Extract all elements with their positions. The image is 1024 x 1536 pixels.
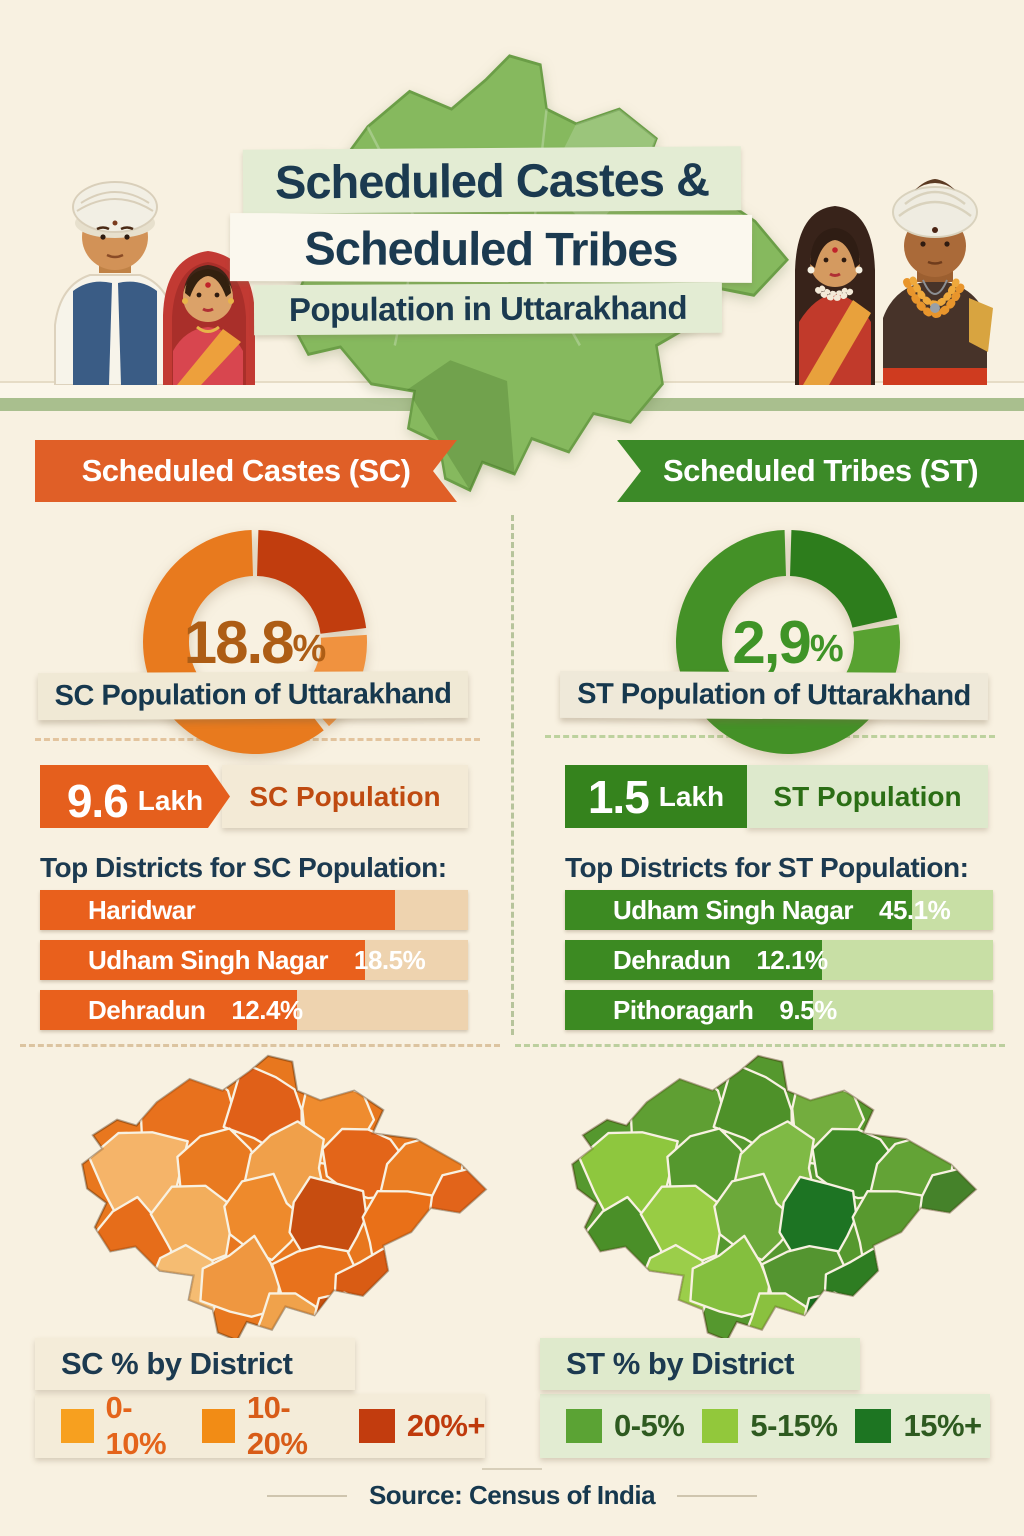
- sc-legend-item-2: 20%+: [358, 1408, 486, 1444]
- sc-couple-illustration: [54, 181, 255, 385]
- sc-section-ribbon: Scheduled Castes (SC): [35, 440, 457, 502]
- source-left-line: [266, 1494, 347, 1497]
- column-divider: [511, 515, 514, 1035]
- sc-top-districts-heading: Top Districts for SC Population:: [40, 852, 447, 883]
- st-map-divider: [515, 1044, 1005, 1047]
- st-couple-illustration: [795, 179, 993, 385]
- st-legend-item-0: 0-5%: [566, 1408, 685, 1444]
- sc-legend-swatch-1: [202, 1409, 235, 1443]
- sc-legend-title: SC % by District: [35, 1338, 355, 1390]
- sc-bar-dehradun: Dehradun 12.4%: [40, 990, 468, 1030]
- sc-donut-center-value: 18.8 %: [183, 608, 327, 676]
- st-district-choropleth-map: [570, 1054, 978, 1342]
- st-donut-center-value: 2,9 %: [732, 608, 844, 676]
- sc-population-badge: 9.6 Lakh: [40, 765, 230, 828]
- sc-legend-item-0: 0-10%: [61, 1390, 184, 1462]
- source-right-line: [677, 1494, 758, 1497]
- title-line-2: Scheduled Tribes: [229, 213, 753, 283]
- title-line-1: Scheduled Castes &: [242, 146, 742, 214]
- st-population-badge-label: ST Population: [747, 765, 988, 828]
- st-man: [883, 179, 993, 385]
- st-bar-dehradun: Dehradun 12.1%: [565, 940, 993, 980]
- st-woman: [795, 206, 875, 385]
- st-section-ribbon: Scheduled Tribes (ST): [617, 440, 1024, 502]
- sc-man: [54, 181, 176, 385]
- st-legend-title: ST % by District: [540, 1338, 860, 1390]
- st-bar-pithoragarh: Pithoragarh 9.5%: [565, 990, 993, 1030]
- st-legend-swatch-2: [855, 1409, 892, 1443]
- sc-legend-swatch-0: [61, 1409, 94, 1443]
- source-text: Source: Census of India: [368, 1480, 656, 1510]
- sc-bar-udham-singh-nagar: Udham Singh Nagar 18.5%: [40, 940, 468, 980]
- st-legend-item-2: 15%+: [855, 1408, 982, 1444]
- title-line-3: Population in Uttarakhand: [253, 282, 723, 336]
- st-legend: 0-5% 5-15% 15%+: [540, 1394, 990, 1458]
- st-population-badge: 1.5 Lakh: [565, 765, 747, 828]
- sc-population-badge-label: SC Population: [222, 765, 468, 828]
- source-row: Source: Census of India: [0, 1480, 1024, 1511]
- st-legend-item-1: 5-15%: [702, 1408, 838, 1444]
- sc-woman: [163, 251, 255, 385]
- sc-legend-item-1: 10-20%: [202, 1390, 341, 1462]
- sc-district-choropleth-map: [80, 1054, 488, 1342]
- st-bar-udham-singh-nagar: Udham Singh Nagar 45.1%: [565, 890, 993, 930]
- sc-legend-swatch-2: [358, 1409, 395, 1443]
- sc-donut-chart: 18.8 %: [125, 512, 385, 772]
- source-tick-line: [482, 1468, 542, 1470]
- st-donut-chart: 2,9 %: [658, 512, 918, 772]
- st-top-districts-heading: Top Districts for ST Population:: [565, 852, 969, 883]
- st-legend-swatch-1: [702, 1409, 739, 1443]
- sc-legend: 0-10% 10-20% 20%+: [35, 1390, 486, 1461]
- st-legend-swatch-0: [566, 1409, 602, 1443]
- st-donut-label: ST Population of Uttarakhand: [559, 670, 989, 721]
- sc-map-divider: [20, 1044, 500, 1047]
- sc-donut-label: SC Population of Uttarakhand: [37, 670, 469, 721]
- sc-bar-haridwar: Haridwar: [40, 890, 468, 930]
